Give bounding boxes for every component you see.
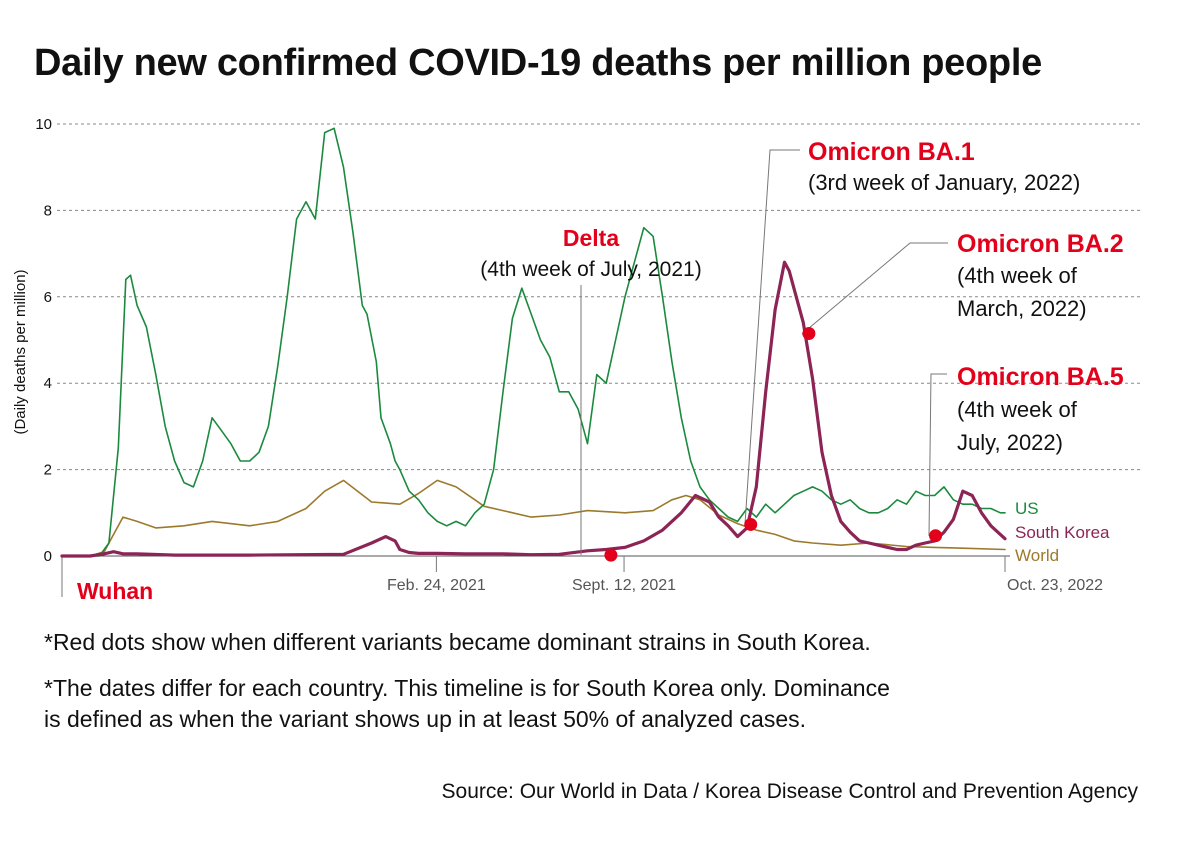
omicron-ba2-leader-line <box>801 242 948 335</box>
y-tick-label: 10 <box>35 116 52 133</box>
y-tick-label: 6 <box>44 289 52 306</box>
y-tick-label: 4 <box>44 375 52 392</box>
footnote-red-dots: *Red dots show when different variants b… <box>44 629 871 655</box>
omicron-ba1-note: (3rd week of January, 2022) <box>808 170 1080 195</box>
omicron-ba1-leader-line <box>744 149 800 525</box>
variant-marker-omicron-ba-5 <box>929 529 943 543</box>
omicron-ba5-note-line1: (4th week of <box>957 397 1078 422</box>
series-line-south-korea <box>60 260 1007 558</box>
source-credit: Source: Our World in Data / Korea Diseas… <box>441 780 1138 803</box>
variant-marker-omicron-ba-2 <box>802 327 816 341</box>
variant-marker-delta <box>604 548 618 562</box>
series-line-us <box>61 127 1006 557</box>
x-tick-label: Oct. 23, 2022 <box>1007 577 1103 594</box>
chart-title: Daily new confirmed COVID-19 deaths per … <box>34 42 1042 84</box>
omicron-ba5-label: Omicron BA.5 <box>957 363 1124 391</box>
legend-us: US <box>1015 499 1039 518</box>
y-tick-label: 2 <box>44 462 52 479</box>
omicron-ba2-note-line2: March, 2022) <box>957 296 1087 321</box>
series-line-world <box>61 479 1006 557</box>
legend-south-korea: South Korea <box>1015 523 1110 542</box>
omicron-ba1-label: Omicron BA.1 <box>808 138 975 166</box>
delta-label: Delta <box>563 225 619 251</box>
footnote-dates-line2: is defined as when the variant shows up … <box>44 706 807 732</box>
y-tick-label: 8 <box>44 202 52 219</box>
y-tick-label: 0 <box>44 548 52 565</box>
omicron-ba5-note-line2: July, 2022) <box>957 430 1063 455</box>
omicron-ba2-note-line1: (4th week of <box>957 263 1078 288</box>
omicron-ba5-leader-line <box>928 373 947 537</box>
delta-note: (4th week of July, 2021) <box>480 258 701 281</box>
variant-marker-omicron-ba-1 <box>744 517 758 531</box>
x-tick-label: Sept. 12, 2021 <box>572 577 676 594</box>
legend-world: World <box>1015 546 1059 565</box>
footnote-dates-line1: *The dates differ for each country. This… <box>44 675 890 701</box>
omicron-ba2-label: Omicron BA.2 <box>957 230 1124 258</box>
wuhan-label: Wuhan <box>77 578 153 604</box>
y-axis-label: (Daily deaths per million) <box>12 269 29 434</box>
x-tick-label: Feb. 24, 2021 <box>387 577 486 594</box>
